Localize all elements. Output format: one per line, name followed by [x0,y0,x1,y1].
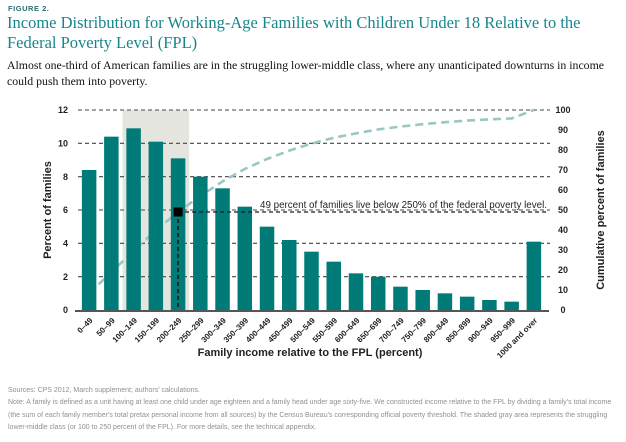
bar-850–899 [459,296,475,310]
bar-600–649 [348,273,364,310]
left-axis-title: Percent of families [42,161,54,259]
left-tick-label: 10 [58,139,68,149]
figure-title: Income Distribution for Working-Age Fami… [7,13,619,53]
bar-800–849 [437,293,453,310]
bar-750–799 [415,290,430,310]
note-line-2: (the sum of each family member's total p… [8,411,608,419]
right-tick-label: 70 [558,165,568,175]
figure-subtitle-line1: Almost one-third of American families ar… [7,58,604,72]
bar-500–549 [304,251,319,310]
bar-150–199 [148,141,164,310]
right-tick-label: 100 [555,105,570,115]
bar-650–699 [370,276,386,310]
right-axis-title: Cumulative percent of families [595,130,607,290]
bar-350–399 [237,206,253,310]
right-tick-label: 30 [558,245,568,255]
left-tick-label: 0 [63,305,68,315]
note-line-3: lower-middle class (or 100 to 250 percen… [8,423,317,431]
bar-50–99 [104,136,119,310]
left-tick-label: 4 [63,239,68,249]
left-tick-label: 2 [63,272,68,282]
bar-700–749 [393,286,408,310]
x-axis-title: Family income relative to the FPL (perce… [198,347,423,359]
figure-number-label: FIGURE 2. [8,4,50,13]
right-tick-label: 10 [558,285,568,295]
bar-900–949 [482,300,497,310]
chart-area: 49 percent of families live below 250% o… [0,97,626,379]
x-tick-label: 0–49 [76,316,95,335]
marker-square [173,207,183,217]
left-tick-label: 8 [63,172,68,182]
sources-line: Sources: CPS 2012, March supplement; aut… [8,387,200,394]
figure-title-line1: Income Distribution for Working-Age Fami… [7,13,581,32]
bar-0–49 [81,170,97,310]
right-tick-label: 40 [558,225,568,235]
income-distribution-chart: 49 percent of families live below 250% o… [42,105,607,360]
left-tick-label: 12 [58,105,68,115]
bar-250–299 [193,176,208,310]
bar-400–449 [259,226,275,310]
bar-1000 and over [526,241,542,310]
figure-subtitle: Almost one-third of American families ar… [7,57,623,89]
source-notes: Sources: CPS 2012, March supplement; aut… [8,385,620,434]
bar-300–349 [215,188,230,310]
right-tick-label: 60 [558,185,568,195]
note-line-1: Note: A family is defined as a unit havi… [8,399,612,407]
annotation-text: 49 percent of families live below 250% o… [260,200,547,211]
right-tick-label: 0 [560,305,565,315]
right-tick-label: 20 [558,265,568,275]
cumulative-line [88,108,535,295]
right-tick-label: 80 [558,145,568,155]
figure-subtitle-line2: could push them into poverty. [7,74,148,88]
bar-450–499 [282,240,297,310]
bar-950–999 [504,301,519,310]
x-tick-label: 1000 and over [495,316,539,360]
figure-title-line2: Federal Poverty Level (FPL) [7,33,198,52]
bar-550–599 [326,261,341,310]
left-tick-label: 6 [63,205,68,215]
right-tick-label: 50 [558,205,568,215]
right-tick-label: 90 [558,125,568,135]
bar-100–149 [126,128,141,310]
